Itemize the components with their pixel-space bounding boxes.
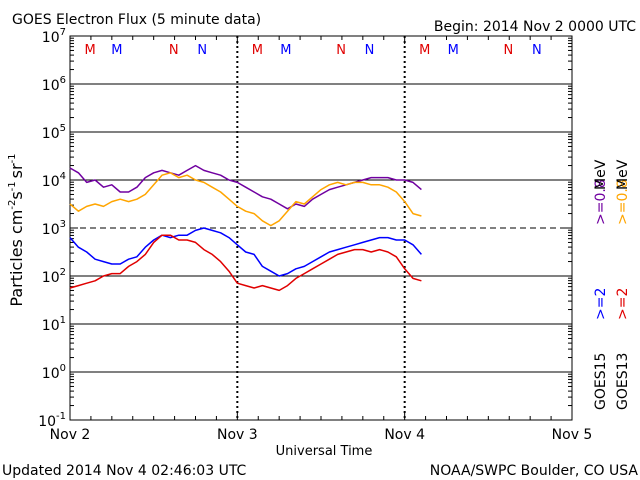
legend-high-energy: >=0.8 — [593, 179, 609, 225]
begin-label: Begin: 2014 Nov 2 0000 UTC — [434, 19, 636, 35]
y-axis-label: Particles cm-2s-1sr-1 — [7, 153, 26, 306]
y-axis-label-sup2: -1 — [7, 181, 18, 191]
marker-n: N — [365, 43, 375, 58]
y-tick-label: 102 — [42, 267, 66, 286]
marker-m: M — [252, 43, 263, 58]
legend-satellite: GOES13 — [615, 353, 631, 410]
series-line — [69, 172, 422, 227]
y-tick-label: 107 — [42, 27, 66, 46]
marker-m: M — [419, 43, 430, 58]
series-line — [69, 164, 422, 210]
marker-n: N — [504, 43, 514, 58]
y-axis-label-sup3: -1 — [7, 153, 18, 163]
legend-unit: MeV — [615, 159, 631, 190]
x-tick-label: Nov 3 — [217, 427, 258, 443]
chart-title: GOES Electron Flux (5 minute data) — [12, 12, 261, 28]
marker-m: M — [448, 43, 459, 58]
noaa-credit: NOAA/SWPC Boulder, CO USA — [430, 463, 639, 479]
y-axis: 107 106 105 104 103 102 101 100 10-1 — [38, 27, 572, 430]
legend-low-energy: >=2 — [593, 288, 609, 320]
series-layer — [69, 164, 422, 292]
y-tick-label: 105 — [42, 123, 66, 142]
x-axis: Nov 2 Nov 3 Nov 4 Nov 5 — [50, 36, 593, 443]
series-line — [69, 234, 422, 292]
y-tick-label: 103 — [42, 219, 66, 238]
y-axis-label-mid1: s — [7, 191, 26, 199]
marker-n: N — [336, 43, 346, 58]
y-axis-label-main: Particles cm — [7, 210, 26, 307]
marker-m: M — [111, 43, 122, 58]
marker-n: N — [169, 43, 179, 58]
x-tick-label: Nov 5 — [552, 427, 593, 443]
grid-layer — [70, 36, 572, 420]
marker-m: M — [84, 43, 95, 58]
marker-m: M — [280, 43, 291, 58]
y-tick-label: 100 — [42, 363, 66, 382]
legend-high-energy: >=0.8 — [615, 179, 631, 225]
legend-low-energy: >=2 — [615, 288, 631, 320]
x-tick-label: Nov 2 — [50, 427, 91, 443]
y-tick-label: 104 — [42, 171, 66, 190]
legend-satellite: GOES15 — [593, 353, 609, 410]
marker-n: N — [197, 43, 207, 58]
series-line — [69, 227, 422, 277]
x-tick-label: Nov 4 — [384, 427, 425, 443]
updated-timestamp: Updated 2014 Nov 4 02:46:03 UTC — [2, 463, 247, 479]
y-tick-label: 101 — [42, 315, 66, 334]
x-axis-label: Universal Time — [276, 444, 373, 459]
y-axis-label-sup1: -2 — [7, 200, 18, 210]
y-tick-label: 106 — [42, 75, 66, 94]
marker-n: N — [532, 43, 542, 58]
y-axis-label-mid2: sr — [7, 163, 26, 178]
legend-unit: MeV — [593, 159, 609, 190]
y-tick-label: 10-1 — [38, 411, 66, 430]
